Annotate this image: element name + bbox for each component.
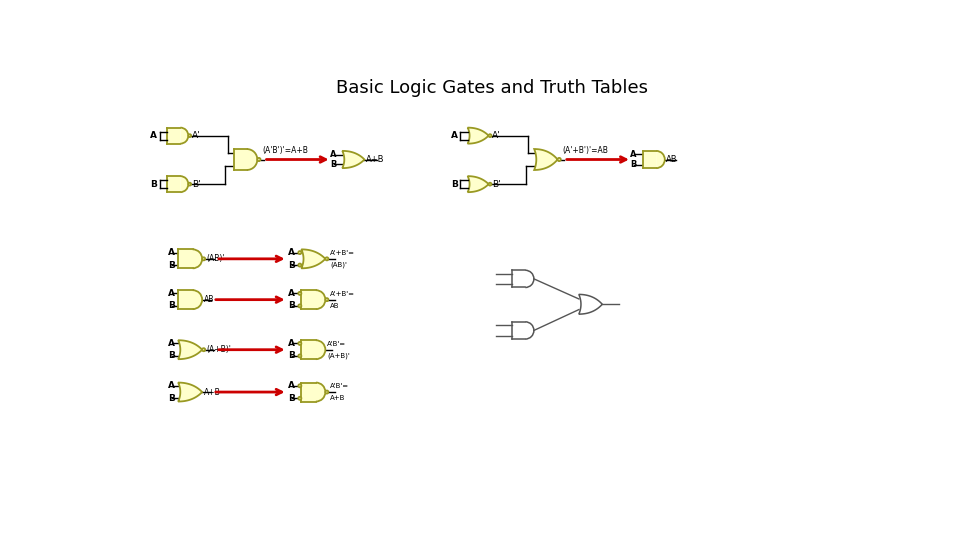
Text: B': B': [492, 180, 501, 188]
Text: (A'B')'=A+B: (A'B')'=A+B: [262, 146, 308, 155]
Text: A: A: [168, 381, 175, 390]
Polygon shape: [179, 290, 193, 309]
Text: B: B: [151, 180, 157, 188]
Text: B: B: [451, 180, 458, 188]
Text: B': B': [192, 180, 201, 188]
Text: (AB)': (AB)': [206, 254, 226, 264]
Text: A+B: A+B: [330, 395, 346, 401]
Text: AB: AB: [666, 155, 678, 164]
Polygon shape: [534, 149, 558, 170]
Circle shape: [325, 258, 328, 260]
Text: (AB)': (AB)': [330, 262, 347, 268]
Text: A: A: [631, 150, 636, 159]
Polygon shape: [301, 249, 325, 268]
Polygon shape: [657, 151, 664, 168]
Polygon shape: [180, 176, 188, 192]
Circle shape: [299, 292, 301, 295]
Text: A: A: [288, 289, 296, 298]
Circle shape: [299, 264, 301, 267]
Text: A': A': [192, 131, 201, 140]
Text: A+B: A+B: [366, 155, 385, 164]
Text: A: A: [151, 131, 157, 140]
Text: B: B: [631, 160, 636, 169]
Polygon shape: [180, 127, 188, 144]
Circle shape: [325, 390, 328, 394]
Circle shape: [299, 251, 301, 254]
Text: A'B'=: A'B'=: [330, 383, 349, 389]
Polygon shape: [234, 149, 247, 170]
Text: B: B: [288, 301, 295, 310]
Polygon shape: [316, 340, 325, 359]
Text: A': A': [492, 131, 501, 140]
Text: B: B: [168, 301, 175, 310]
Text: A: A: [288, 248, 296, 257]
Text: B: B: [168, 352, 175, 361]
Text: A'+B'=: A'+B'=: [330, 291, 355, 296]
Polygon shape: [247, 149, 257, 170]
Polygon shape: [316, 290, 325, 309]
Circle shape: [558, 158, 561, 161]
Text: (A+B)': (A+B)': [206, 345, 231, 354]
Text: A: A: [451, 131, 458, 140]
Circle shape: [299, 384, 301, 387]
Circle shape: [299, 305, 301, 307]
Circle shape: [203, 258, 205, 260]
Text: A+B: A+B: [204, 388, 221, 396]
Circle shape: [299, 354, 301, 357]
Polygon shape: [179, 382, 203, 402]
Text: AB: AB: [330, 303, 340, 309]
Polygon shape: [468, 127, 489, 144]
Text: Basic Logic Gates and Truth Tables: Basic Logic Gates and Truth Tables: [336, 79, 648, 97]
Circle shape: [203, 348, 205, 351]
Text: B: B: [168, 394, 175, 403]
Polygon shape: [167, 176, 180, 192]
Polygon shape: [301, 290, 316, 309]
Text: B: B: [168, 261, 175, 269]
Text: A: A: [288, 339, 296, 348]
Polygon shape: [193, 249, 203, 268]
Circle shape: [325, 298, 328, 301]
Circle shape: [299, 397, 301, 400]
Polygon shape: [301, 340, 316, 359]
Text: B: B: [288, 352, 295, 361]
Circle shape: [299, 342, 301, 345]
Polygon shape: [316, 382, 325, 402]
Polygon shape: [343, 151, 365, 168]
Text: A: A: [168, 289, 175, 298]
Circle shape: [489, 183, 492, 186]
Polygon shape: [167, 127, 180, 144]
Circle shape: [188, 134, 191, 137]
Text: A: A: [168, 339, 175, 348]
Text: B: B: [288, 394, 295, 403]
Polygon shape: [179, 249, 193, 268]
Polygon shape: [468, 176, 489, 192]
Polygon shape: [179, 340, 203, 359]
Text: (A'+B')'=AB: (A'+B')'=AB: [563, 146, 609, 155]
Polygon shape: [642, 151, 657, 168]
Text: A'+B'=: A'+B'=: [330, 250, 355, 256]
Text: B: B: [330, 160, 336, 168]
Circle shape: [188, 183, 191, 186]
Circle shape: [489, 134, 492, 137]
Text: A'B'=: A'B'=: [327, 341, 346, 347]
Text: AB: AB: [204, 295, 214, 304]
Polygon shape: [301, 382, 316, 402]
Text: A: A: [288, 381, 296, 390]
Text: B: B: [288, 261, 295, 269]
Circle shape: [257, 158, 260, 161]
Text: (A+B)': (A+B)': [327, 353, 349, 359]
Text: A: A: [168, 248, 175, 257]
Polygon shape: [193, 290, 203, 309]
Text: A: A: [330, 150, 337, 159]
